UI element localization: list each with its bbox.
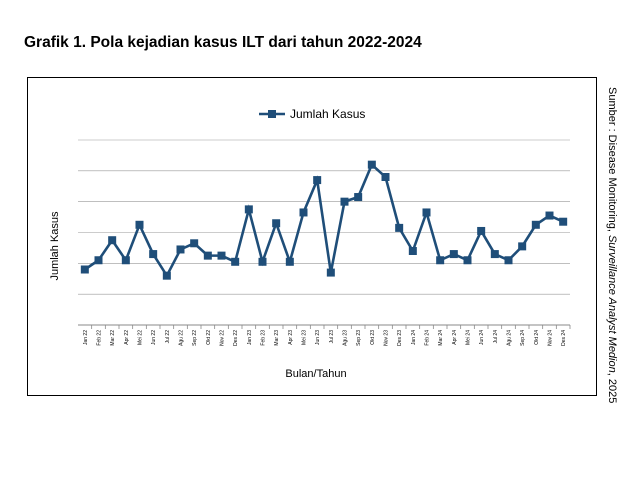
x-tick-label: Agu 23 [343,330,349,346]
source-note: Sumber : Disease Monitoring, Surveillanc… [604,87,618,403]
data-point-marker [121,256,130,265]
x-tick-label: Agu 22 [179,330,185,346]
x-tick-label: Mei 22 [138,330,144,345]
data-point-marker [272,219,281,228]
data-point-marker [285,257,294,266]
data-point-marker [367,160,376,169]
x-tick-label: Sep 24 [520,330,526,346]
x-tick-label: Nov 22 [220,330,226,346]
x-tick-label: Sep 22 [192,330,198,346]
x-tick-label: Okt 22 [206,330,212,345]
source-suffix: , 2025 [606,372,618,404]
chart-frame: Jan 22 Feb 22 Mar 22 Apr 22 Mei 22 Jun 22 Jul … [27,77,597,396]
data-point-marker [108,236,117,245]
data-point-marker [545,211,554,220]
x-tick-label: Jul 24 [493,330,499,344]
x-tick-label: Des 24 [561,330,567,346]
x-axis-ticks: Jan 22 Feb 22 Mar 22 Apr 22 Mei 22 Jun 22 Jul … [83,325,571,346]
legend-label: Jumlah Kasus [290,107,365,121]
data-point-marker [326,268,335,277]
x-tick-label: Apr 22 [124,330,130,345]
grid-lines [78,139,570,295]
x-tick-label: Jan 24 [411,330,417,345]
x-tick-label: Jul 23 [329,330,335,344]
chart-legend: Jumlah Kasus [259,107,365,121]
x-tick-label: Mar 24 [438,330,444,346]
x-tick-label: Apr 24 [452,330,458,345]
data-point-marker [531,220,540,229]
data-point-marker [231,257,240,266]
data-point-marker [436,256,445,265]
x-tick-label: Feb 22 [97,330,103,346]
source-italic: Surveillance Analyst Medion [606,234,618,373]
data-point-marker [340,197,349,206]
data-point-marker [80,265,89,274]
data-point-marker [354,193,363,202]
x-tick-label: Sep 23 [356,330,362,346]
data-point-marker [408,247,417,255]
data-point-marker [244,205,253,214]
line-chart: Jan 22 Feb 22 Mar 22 Apr 22 Mei 22 Jun 22 Jul … [49,107,571,380]
data-point-marker [313,176,322,185]
data-point-marker [176,245,185,254]
x-axis-label: Bulan/Tahun [285,368,346,380]
chart-caption-title: Grafik 1. Pola kejadian kasus ILT dari t… [24,34,422,51]
data-point-marker [149,250,158,259]
data-point-marker [504,256,513,265]
data-point-marker [94,256,103,265]
x-tick-label: Okt 23 [370,330,376,345]
data-point-marker [559,217,568,226]
data-point-marker [463,256,472,265]
data-point-marker [449,250,458,259]
x-tick-label: Apr 23 [288,330,294,345]
x-tick-label: Jun 24 [479,330,485,345]
data-point-marker [518,242,527,251]
data-point-marker [490,250,499,259]
x-tick-label: Mar 23 [274,330,280,346]
data-point-marker [381,173,390,181]
x-tick-label: Nov 23 [384,330,390,346]
data-point-marker [422,208,431,217]
x-tick-label: Mei 23 [302,330,308,345]
data-point-marker [217,251,226,260]
x-tick-label: Okt 24 [534,330,540,345]
x-tick-label: Mar 22 [110,330,116,346]
data-point-marker [258,257,267,266]
x-tick-label: Nov 24 [548,330,554,346]
data-point-marker [395,223,404,232]
data-point-marker [477,226,486,235]
data-point-marker [135,220,144,229]
x-tick-label: Des 23 [397,330,403,346]
data-point-marker [190,239,199,248]
x-tick-label: Agu 24 [507,330,513,346]
x-tick-label: Jun 23 [315,330,321,345]
series-layer [80,160,568,280]
x-tick-label: Jun 22 [151,330,157,345]
data-point-marker [299,208,308,217]
x-tick-label: Feb 23 [261,330,267,346]
data-point-marker [162,271,171,280]
x-tick-label: Feb 24 [425,330,431,346]
series-line [84,162,564,279]
x-tick-label: Mei 24 [466,330,472,345]
data-point-marker [203,251,212,260]
x-tick-label: Jan 23 [247,330,253,345]
x-tick-label: Jul 22 [165,330,171,344]
legend-marker-swatch [268,110,276,118]
y-axis-label: Jumlah Kasus [49,211,61,281]
x-tick-label: Des 22 [233,330,239,346]
source-prefix: Sumber : Disease Monitoring, [606,87,618,235]
x-tick-label: Jan 22 [83,330,89,345]
